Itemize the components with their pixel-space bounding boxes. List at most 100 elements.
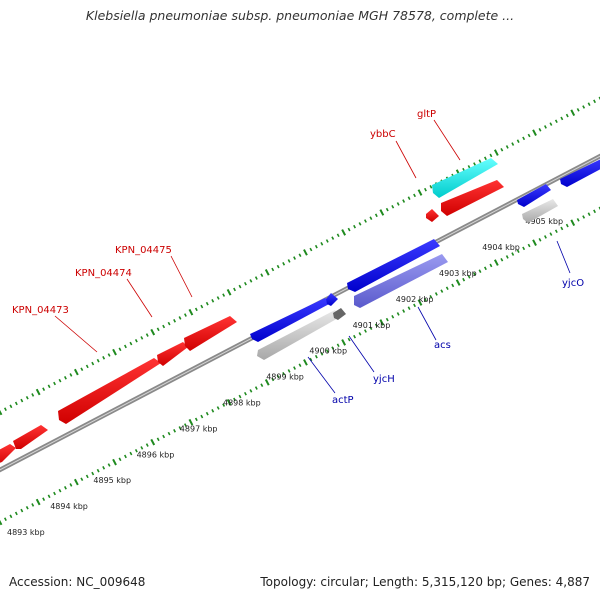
major-tick <box>150 438 156 446</box>
gene-arrow-blue-1[interactable] <box>250 298 331 342</box>
minor-tick <box>522 246 526 251</box>
gene-label-kpn-04473[interactable]: KPN_04473 <box>12 305 69 316</box>
major-tick <box>73 478 79 486</box>
minor-tick <box>178 316 182 320</box>
leader-line-yjch <box>348 335 375 373</box>
gene-label-yjco[interactable]: yjcO <box>562 278 584 289</box>
minor-tick <box>20 508 24 513</box>
gene-arrow-acs[interactable] <box>354 254 448 308</box>
gene-arrow-yjch[interactable] <box>333 308 346 320</box>
gene-arrow-kpn-04475[interactable] <box>184 316 237 351</box>
gene-arrow-yjco[interactable] <box>522 199 558 223</box>
minor-tick <box>484 156 487 161</box>
minor-tick <box>582 105 586 109</box>
major-tick <box>112 458 117 466</box>
minor-tick <box>374 323 378 328</box>
minor-tick <box>244 391 247 396</box>
minor-tick <box>124 344 127 349</box>
minor-tick <box>538 128 542 132</box>
kbp-label: 4904 kbp <box>482 243 520 252</box>
kbp-label: 4893 kbp <box>7 528 45 537</box>
leader-line-yjco <box>556 240 571 274</box>
minor-tick <box>500 147 504 152</box>
gene-labels: KPN_04473 KPN_04474 KPN_04475 ybbC gltP … <box>12 109 584 406</box>
minor-tick <box>451 283 455 288</box>
leader-line-acs <box>417 306 437 341</box>
major-tick <box>35 388 41 396</box>
accession-text: Accession: NC_009648 <box>9 575 146 589</box>
gene-label-actp[interactable]: actP <box>332 395 354 406</box>
minor-tick <box>233 397 236 402</box>
major-tick <box>150 328 156 336</box>
minor-tick <box>582 215 586 219</box>
minor-tick <box>554 229 558 234</box>
minor-tick <box>505 255 509 259</box>
gene-label-acs[interactable]: acs <box>434 340 451 351</box>
minor-tick <box>511 142 515 146</box>
major-tick <box>0 409 3 416</box>
minor-tick <box>53 491 56 496</box>
minor-tick <box>576 108 580 112</box>
gene-label-kpn-04474[interactable]: KPN_04474 <box>75 268 132 279</box>
gene-arrow-kpn-04474[interactable] <box>157 342 188 366</box>
minor-tick <box>216 406 220 410</box>
minor-tick <box>385 317 389 322</box>
minor-tick <box>249 389 253 393</box>
minor-tick <box>271 377 275 382</box>
minor-tick <box>413 303 416 308</box>
major-tick <box>570 109 576 117</box>
major-tick <box>379 209 385 216</box>
minor-tick <box>194 417 198 422</box>
minor-tick <box>462 277 466 282</box>
gene-label-ybbc[interactable]: ybbC <box>370 129 396 140</box>
minor-tick <box>200 414 204 419</box>
minor-tick <box>167 321 171 326</box>
gene-arrow-unlabeled-2[interactable] <box>13 425 48 449</box>
gene-arrow-kpn-04473[interactable] <box>58 358 161 424</box>
gene-label-gltp[interactable]: gltP <box>417 109 436 120</box>
minor-tick <box>353 224 356 229</box>
gene-arrow-blue-3[interactable] <box>517 184 551 207</box>
minor-tick <box>478 269 482 273</box>
minor-tick <box>69 373 73 377</box>
minor-tick <box>194 307 198 312</box>
minor-tick <box>538 238 542 242</box>
minor-tick <box>396 312 400 316</box>
minor-tick <box>118 347 122 352</box>
minor-tick <box>347 227 351 232</box>
minor-tick <box>118 457 122 462</box>
gene-label-yjch[interactable]: yjcH <box>373 374 395 385</box>
major-tick <box>455 279 461 286</box>
gene-arrow-gltp-lower[interactable] <box>441 180 504 216</box>
minor-tick <box>129 341 133 346</box>
kbp-label: 4897 kbp <box>180 424 218 433</box>
minor-tick <box>593 209 596 214</box>
gene-arrow-acs-blue[interactable] <box>347 239 440 292</box>
gene-arrow-gltp[interactable] <box>432 158 498 198</box>
gene-arrow-actp[interactable] <box>257 310 340 360</box>
minor-tick <box>478 159 482 163</box>
gene-arrow-ybbc[interactable] <box>426 209 439 222</box>
minor-tick <box>549 122 553 126</box>
minor-tick <box>140 336 144 340</box>
genome-summary-text: Topology: circular; Length: 5,315,120 bp… <box>260 575 590 589</box>
minor-tick <box>25 395 29 400</box>
minor-tick <box>560 226 564 231</box>
major-tick <box>341 339 347 346</box>
gene-arrow-blue-4[interactable] <box>560 157 600 187</box>
minor-tick <box>429 295 433 299</box>
gene-arrow-unlabeled-1[interactable] <box>0 444 16 466</box>
minor-tick <box>271 267 275 272</box>
minor-tick <box>527 243 531 248</box>
minor-tick <box>260 383 264 387</box>
minor-tick <box>309 247 313 252</box>
major-tick <box>532 239 537 246</box>
minor-tick <box>9 404 13 409</box>
minor-tick <box>80 477 84 482</box>
gene-label-kpn-04475[interactable]: KPN_04475 <box>115 245 172 256</box>
minor-tick <box>107 353 111 357</box>
minor-tick <box>500 257 504 262</box>
gene-arrow-blue-2[interactable] <box>326 293 338 306</box>
minor-tick <box>511 252 515 256</box>
